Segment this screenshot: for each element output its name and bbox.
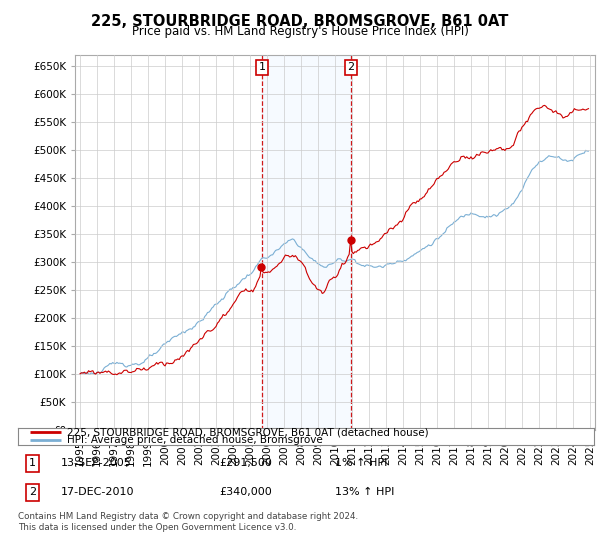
- Text: 225, STOURBRIDGE ROAD, BROMSGROVE, B61 0AT: 225, STOURBRIDGE ROAD, BROMSGROVE, B61 0…: [91, 14, 509, 29]
- Text: 13-SEP-2005: 13-SEP-2005: [61, 459, 132, 468]
- Text: £340,000: £340,000: [220, 487, 272, 497]
- Text: 1: 1: [29, 459, 36, 468]
- Text: Contains HM Land Registry data © Crown copyright and database right 2024.
This d: Contains HM Land Registry data © Crown c…: [18, 512, 358, 532]
- Text: 13% ↑ HPI: 13% ↑ HPI: [335, 487, 394, 497]
- Bar: [262, 55, 351, 430]
- Text: 225, STOURBRIDGE ROAD, BROMSGROVE, B61 0AT (detached house): 225, STOURBRIDGE ROAD, BROMSGROVE, B61 0…: [67, 427, 428, 437]
- Text: 1% ↑ HPI: 1% ↑ HPI: [335, 459, 387, 468]
- Text: Price paid vs. HM Land Registry's House Price Index (HPI): Price paid vs. HM Land Registry's House …: [131, 25, 469, 38]
- Text: 2: 2: [347, 62, 355, 72]
- Text: HPI: Average price, detached house, Bromsgrove: HPI: Average price, detached house, Brom…: [67, 436, 323, 446]
- Text: 17-DEC-2010: 17-DEC-2010: [61, 487, 134, 497]
- Text: £291,500: £291,500: [220, 459, 272, 468]
- Text: 1: 1: [259, 62, 265, 72]
- Text: 2: 2: [29, 487, 36, 497]
